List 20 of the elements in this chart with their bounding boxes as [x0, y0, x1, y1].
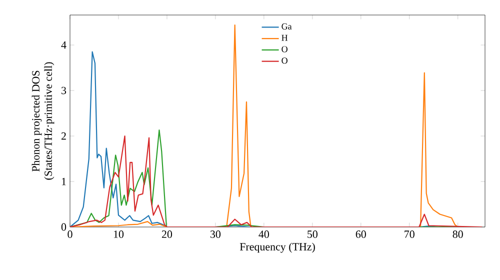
x-tick-label: 10 [114, 230, 124, 238]
y-axis-title: Phonon projected DOS (States/THz·primitive cell) [32, 62, 54, 180]
x-tick-label: 0 [68, 230, 72, 238]
x-tick-label: 80 [452, 230, 463, 238]
y-tick-label: 2 [61, 132, 66, 140]
x-tick-label: 70 [404, 230, 414, 238]
x-tick-label: 30 [210, 230, 221, 238]
y-tick-label: 0 [61, 223, 66, 231]
x-tick-label: 20 [162, 230, 172, 238]
legend-label: O [282, 58, 288, 64]
y-tick-label: 4 [61, 41, 66, 49]
x-tick-label: 50 [308, 230, 318, 238]
y-tick-label: 1 [62, 178, 66, 186]
x-tick-label: 40 [258, 230, 269, 238]
x-tick-label: 60 [356, 230, 366, 238]
legend-label: O [282, 46, 288, 52]
x-axis-title: Frequency (THz) [240, 242, 315, 253]
legend-label: H [282, 34, 288, 41]
y-tick-label: 3 [62, 86, 66, 94]
legend-label: Ga [282, 23, 292, 30]
